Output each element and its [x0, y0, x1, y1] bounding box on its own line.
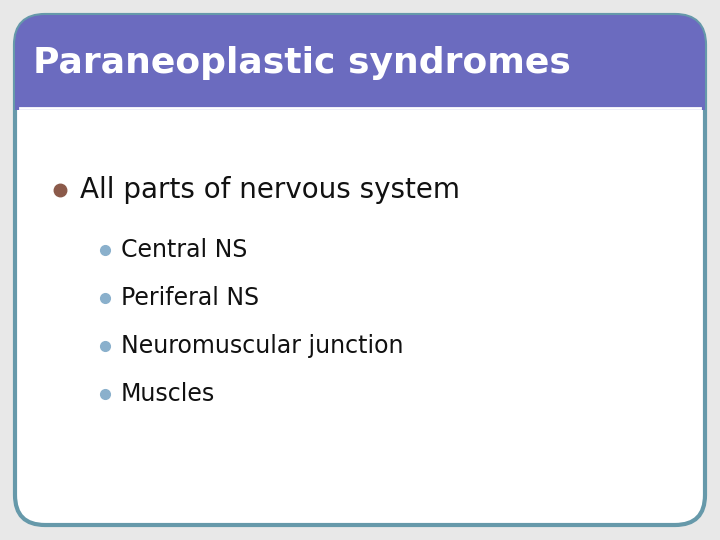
FancyBboxPatch shape [15, 15, 705, 110]
Text: Neuromuscular junction: Neuromuscular junction [121, 334, 403, 358]
Text: All parts of nervous system: All parts of nervous system [80, 176, 460, 204]
Text: Paraneoplastic syndromes: Paraneoplastic syndromes [33, 45, 571, 79]
Text: Periferal NS: Periferal NS [121, 286, 259, 310]
Bar [15, 78, 705, 110]
Text: Central NS: Central NS [121, 238, 248, 262]
Text: Muscles: Muscles [121, 382, 215, 406]
FancyBboxPatch shape [15, 15, 705, 525]
